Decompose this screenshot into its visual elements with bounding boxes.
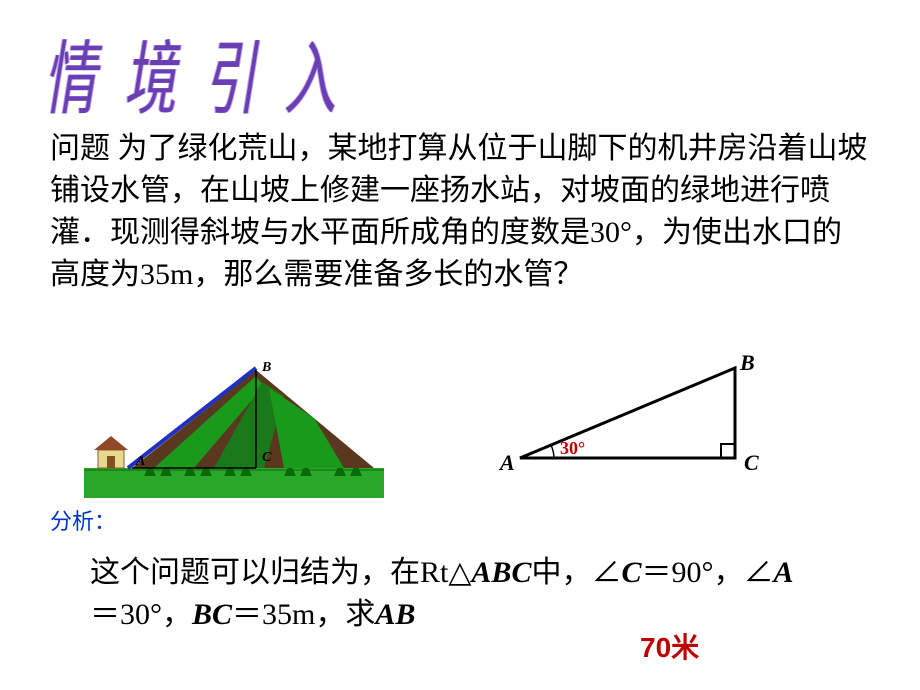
triangle-shape — [520, 368, 735, 458]
concl-BC: BC — [192, 598, 232, 631]
concl-abc: ABC — [471, 556, 531, 589]
answer-text: 70米 — [640, 626, 699, 666]
house-icon — [94, 436, 128, 468]
triangle-svg — [500, 350, 780, 480]
analysis-label: 分析： — [50, 504, 116, 536]
illus-label-a: A — [136, 454, 145, 470]
problem-statement: 问题 为了绿化荒山，某地打算从位于山脚下的机井房沿着山坡铺设水管，在山坡上修建一… — [50, 128, 870, 296]
illus-label-c: C — [262, 450, 271, 466]
concl-A: A — [773, 556, 793, 589]
mountain-illustration: A B C — [84, 358, 384, 498]
concl-AB: AB — [375, 598, 415, 631]
mountain-svg — [84, 358, 384, 498]
tri-label-a: A — [500, 450, 515, 476]
angle-arc — [551, 445, 554, 458]
tri-label-b: B — [740, 350, 755, 376]
tri-label-c: C — [744, 450, 759, 476]
illus-label-b: B — [262, 360, 271, 376]
concl-m1: 中，∠ — [531, 556, 621, 589]
concl-m4: ＝35m，求 — [232, 598, 375, 631]
triangle-diagram: A B C 30° — [500, 350, 780, 480]
page-title: 情境引入 — [44, 14, 364, 130]
concl-m3: ＝30°， — [90, 598, 192, 631]
concl-m2: ＝90°，∠ — [641, 556, 773, 589]
concl-C: C — [621, 556, 641, 589]
right-angle-icon — [721, 444, 735, 458]
conclusion-text: 这个问题可以归结为，在Rt△ABC中，∠C＝90°，∠A ＝30°，BC＝35m，… — [90, 552, 810, 636]
angle-30: 30° — [560, 438, 585, 459]
concl-prefix: 这个问题可以归结为，在Rt△ — [90, 556, 471, 589]
